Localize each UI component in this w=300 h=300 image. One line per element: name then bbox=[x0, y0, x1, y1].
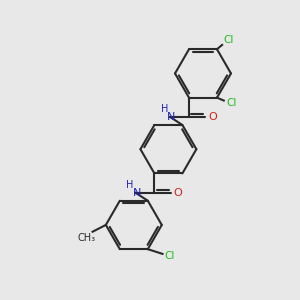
Text: O: O bbox=[208, 112, 217, 122]
Text: Cl: Cl bbox=[224, 35, 234, 46]
Text: H: H bbox=[126, 180, 134, 190]
Text: O: O bbox=[174, 188, 182, 198]
Text: CH₃: CH₃ bbox=[78, 233, 96, 243]
Text: N: N bbox=[167, 112, 176, 122]
Text: Cl: Cl bbox=[165, 251, 175, 261]
Text: Cl: Cl bbox=[226, 98, 236, 108]
Text: N: N bbox=[133, 188, 141, 198]
Text: H: H bbox=[161, 104, 168, 114]
